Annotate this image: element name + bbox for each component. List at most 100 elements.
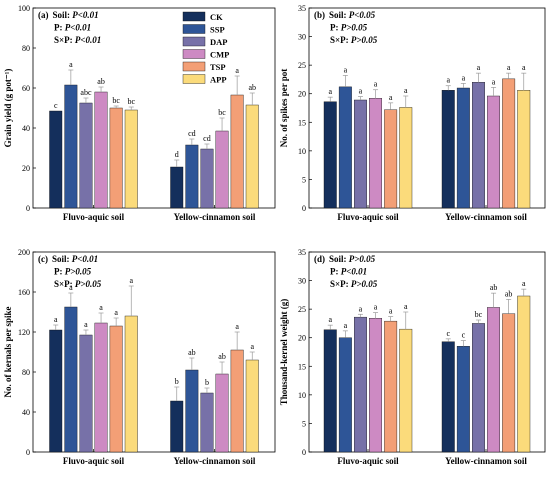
y-tick-label: 20 <box>298 334 306 343</box>
stat-line: S×P: P<0.01 <box>54 35 101 45</box>
stat-prefix: Soil: <box>52 254 72 264</box>
panel-tag: (d) <box>314 254 325 264</box>
bar-ck <box>323 101 337 209</box>
stat-value: P<0.01 <box>341 267 367 277</box>
stat-line: P: P>0.05 <box>54 267 92 277</box>
significance-label: a <box>374 80 378 89</box>
y-tick-label: 15 <box>298 118 306 127</box>
y-tick-label: 60 <box>22 84 30 93</box>
significance-label: a <box>522 63 526 72</box>
bar-cmp <box>487 307 500 453</box>
legend-swatch-app <box>182 74 206 84</box>
stat-value: P>0.05 <box>351 279 378 289</box>
significance-label: a <box>54 315 58 324</box>
significance-label: a <box>404 86 408 95</box>
chart-panel-2: 0 5 10 15 20 25 30 35 No. of spikes per pot Fluvo… <box>279 4 546 222</box>
stat-prefix: P: <box>54 267 65 277</box>
significance-label: cd <box>188 129 196 138</box>
significance-label: a <box>328 87 332 96</box>
bar-app <box>124 109 138 209</box>
plot-frame <box>32 251 276 453</box>
legend-swatch-ck <box>182 11 206 22</box>
bar-tsp <box>384 109 398 209</box>
y-tick-label: 25 <box>298 61 306 70</box>
stat-value: P<0.01 <box>72 10 98 20</box>
y-axis-label: No. of spikes per pot <box>279 69 289 148</box>
significance-label: a <box>374 303 378 312</box>
bar-tsp <box>230 94 244 209</box>
bar-dap <box>200 392 214 453</box>
bar-ck <box>323 329 337 453</box>
legend-label: APP <box>210 75 227 85</box>
significance-label: cd <box>203 134 211 143</box>
bar-tsp <box>384 320 398 453</box>
stat-prefix: P: <box>54 23 65 33</box>
bar-cmp <box>369 98 382 209</box>
category-label: Yellow-cinnamon soil <box>174 456 256 466</box>
plot-frame <box>308 7 546 209</box>
stat-value: P>0.05 <box>65 267 92 277</box>
significance-label: c <box>462 331 466 340</box>
significance-label: a <box>328 315 332 324</box>
bar-ssp <box>64 306 78 453</box>
stat-prefix: S×P: <box>54 279 75 289</box>
significance-label: a <box>522 279 526 288</box>
significance-label: c <box>54 101 58 110</box>
significance-label: a <box>477 63 481 72</box>
stat-line: (a) Soil: P<0.01 <box>38 10 99 20</box>
plot-frame <box>32 7 276 209</box>
y-tick-label: 80 <box>22 44 30 53</box>
bar-ck <box>170 166 184 209</box>
significance-label: abc <box>80 88 92 97</box>
significance-label: a <box>235 322 239 331</box>
bar-tsp <box>230 349 244 453</box>
stat-value: P<0.01 <box>72 254 98 264</box>
legend-swatch-tsp <box>182 61 206 72</box>
bar-ssp <box>338 86 352 209</box>
significance-label: a <box>235 66 239 75</box>
significance-label: a <box>344 321 348 330</box>
stat-prefix: P: <box>330 23 341 33</box>
significance-label: a <box>446 76 450 85</box>
bar-app <box>517 295 531 453</box>
stat-prefix: Soil: <box>53 10 73 20</box>
bar-ck <box>49 329 63 453</box>
bar-cmp <box>94 322 108 453</box>
stat-line: P: P<0.01 <box>54 23 91 33</box>
stat-prefix: S×P: <box>330 279 351 289</box>
significance-label: a <box>69 60 73 69</box>
y-axis-label: Grain yield (g pot⁻¹) <box>3 69 13 148</box>
stat-value: P>0.05 <box>75 279 102 289</box>
significance-label: b <box>175 377 179 386</box>
category-label: Fluvo-aquic soil <box>337 212 399 222</box>
stat-value: P<0.01 <box>75 35 101 45</box>
panel-tag: (c) <box>38 254 48 264</box>
y-tick-label: 10 <box>298 391 306 400</box>
y-tick-label: 35 <box>298 248 306 257</box>
bar-cmp <box>369 318 382 453</box>
stat-line: P: P>0.05 <box>330 23 368 33</box>
significance-label: a <box>462 73 466 82</box>
bar-cmp <box>215 373 229 453</box>
bar-dap <box>79 102 93 209</box>
bar-app <box>245 359 259 453</box>
category-label: Yellow-cinnamon soil <box>445 212 527 222</box>
bar-app <box>399 107 413 209</box>
y-tick-label: 160 <box>18 288 30 297</box>
bar-tsp <box>109 107 123 209</box>
bar-cmp <box>94 91 108 209</box>
significance-label: bc <box>112 96 120 105</box>
bar-dap <box>472 82 485 209</box>
category-label: Yellow-cinnamon soil <box>174 212 256 222</box>
stat-line: S×P: P>0.05 <box>54 279 102 289</box>
y-tick-label: 0 <box>302 204 306 213</box>
significance-label: d <box>175 150 179 159</box>
panel-tag: (a) <box>38 10 49 20</box>
stat-prefix: Soil: <box>329 10 349 20</box>
significance-label: a <box>250 342 254 351</box>
legend-label: CK <box>210 12 223 22</box>
bar-app <box>124 315 138 453</box>
stat-value: P>0.05 <box>349 254 376 264</box>
legend-label: CMP <box>210 50 229 60</box>
